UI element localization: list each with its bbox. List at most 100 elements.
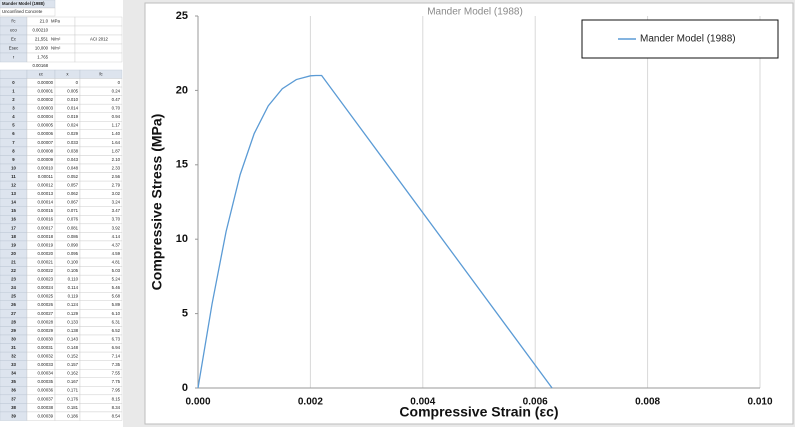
row-index: 0 <box>12 80 15 85</box>
cell-text: 0.00001 <box>37 88 53 93</box>
cell-text: 8.15 <box>112 396 121 401</box>
row-index: 36 <box>11 388 16 393</box>
row-index: 35 <box>11 379 16 384</box>
cell-text: 5.24 <box>112 277 121 282</box>
cell-text: 0.043 <box>67 157 78 162</box>
y-tick-label: 15 <box>176 159 188 171</box>
cell-text: 0.00015 <box>37 208 53 213</box>
cell-text: 0.157 <box>67 362 78 367</box>
column-header: εc <box>39 71 44 76</box>
cell-text: 0.00018 <box>37 234 53 239</box>
row-index: 30 <box>11 336 16 341</box>
cell-text: 0.00009 <box>37 157 53 162</box>
row-index: 17 <box>11 225 16 230</box>
subtitle-cell <box>0 7 56 17</box>
cell-text: 0.00034 <box>37 371 53 376</box>
row-index: 9 <box>12 157 15 162</box>
row-index: 25 <box>11 294 16 299</box>
cell-text: 1.17 <box>112 123 121 128</box>
row-index: 4 <box>12 114 15 119</box>
cell-text: 3.92 <box>112 225 121 230</box>
y-axis-label: Compressive Stress (MPa) <box>149 114 165 291</box>
cell-text: 6.73 <box>112 336 121 341</box>
cell-text: 0.133 <box>67 319 78 324</box>
sheet-subtitle: Unconfined Concrete <box>2 9 43 14</box>
y-tick-label: 25 <box>176 10 188 22</box>
cell-text: 0.00020 <box>37 251 53 256</box>
param-symbol: Esec <box>9 46 19 51</box>
cell-text: 0.47 <box>112 97 121 102</box>
y-tick-label: 20 <box>176 84 188 96</box>
param-value: 1.765 <box>37 55 48 60</box>
cell-text: 0 <box>76 80 79 85</box>
cell-text: 1.64 <box>112 140 121 145</box>
param-value: 0.00210 <box>32 28 48 33</box>
cell-text: 0.186 <box>67 413 78 418</box>
cell-text: 8.54 <box>112 413 121 418</box>
row-index: 32 <box>11 354 16 359</box>
param-note-cell <box>74 16 123 27</box>
param-note-cell <box>74 52 123 63</box>
cell-text: 7.35 <box>112 362 121 367</box>
row-index: 11 <box>11 174 16 179</box>
cell-text: 0.033 <box>67 140 78 145</box>
cell-text: 7.95 <box>112 388 121 393</box>
cell-text: 0.70 <box>112 106 121 111</box>
x-tick-label: 0.008 <box>635 397 660 408</box>
row-index: 2 <box>12 97 15 102</box>
cell-text: 0.00011 <box>38 174 54 179</box>
cell-text: 2.79 <box>112 183 121 188</box>
cell-text: 0.105 <box>67 268 78 273</box>
cell-text: 5.46 <box>112 285 121 290</box>
row-index: 38 <box>11 405 16 410</box>
cell-text: 0.00037 <box>37 396 53 401</box>
cell-text: 7.14 <box>112 354 121 359</box>
cell-text: 0.00005 <box>37 123 53 128</box>
chart-panel <box>144 2 794 425</box>
cell-text: 4.14 <box>112 234 121 239</box>
cell-text: 0.00036 <box>37 388 53 393</box>
param-note-cell <box>74 43 123 54</box>
cell-text: 0.00008 <box>37 148 53 153</box>
cell-text: 3.02 <box>112 191 121 196</box>
cell-text: 0.00017 <box>37 225 53 230</box>
param-symbol: εco <box>10 28 17 33</box>
param-value: 21.0 <box>40 19 49 24</box>
cell-text: 0.00024 <box>37 285 53 290</box>
cell-text: 0.00010 <box>37 165 53 170</box>
cell-text: 0.94 <box>112 114 121 119</box>
cell-text: 0.071 <box>67 208 78 213</box>
cell-text: 0.00032 <box>37 354 53 359</box>
cell-text: 0.00026 <box>37 302 53 307</box>
cell-text: 7.75 <box>112 379 121 384</box>
cell-text: 0.119 <box>68 294 79 299</box>
param-unit: MPa <box>51 19 60 24</box>
row-index: 31 <box>11 345 16 350</box>
row-index: 14 <box>11 200 16 205</box>
cell-text: 0.086 <box>67 234 78 239</box>
sheet-title: Mander Model (1988) <box>2 1 45 6</box>
cell-text: 8.34 <box>112 405 121 410</box>
cell-text: 0.062 <box>67 191 78 196</box>
cell-text: 0.00038 <box>37 405 53 410</box>
cell-text: 0.148 <box>67 345 78 350</box>
cell <box>79 411 123 421</box>
cell-text: 5.89 <box>112 302 121 307</box>
cell-text: 4.59 <box>112 251 121 256</box>
row-index: 8 <box>12 148 15 153</box>
cell-text: 0.095 <box>67 251 78 256</box>
chart-title: Mander Model (1988) <box>427 7 523 18</box>
row-index: 37 <box>11 396 16 401</box>
row-index: 18 <box>11 234 16 239</box>
y-tick-label: 10 <box>176 233 188 245</box>
param-symbol: Ec <box>11 37 17 42</box>
cell-text: 5.03 <box>112 268 121 273</box>
cell-text: 6.10 <box>112 311 121 316</box>
param-note-cell <box>74 25 123 36</box>
cell-text: 0.00021 <box>37 259 53 264</box>
cell-text: 0.038 <box>67 148 78 153</box>
cell-text: 0.090 <box>67 242 78 247</box>
row-index: 15 <box>11 208 16 213</box>
param-value: 21,551 <box>35 37 49 42</box>
